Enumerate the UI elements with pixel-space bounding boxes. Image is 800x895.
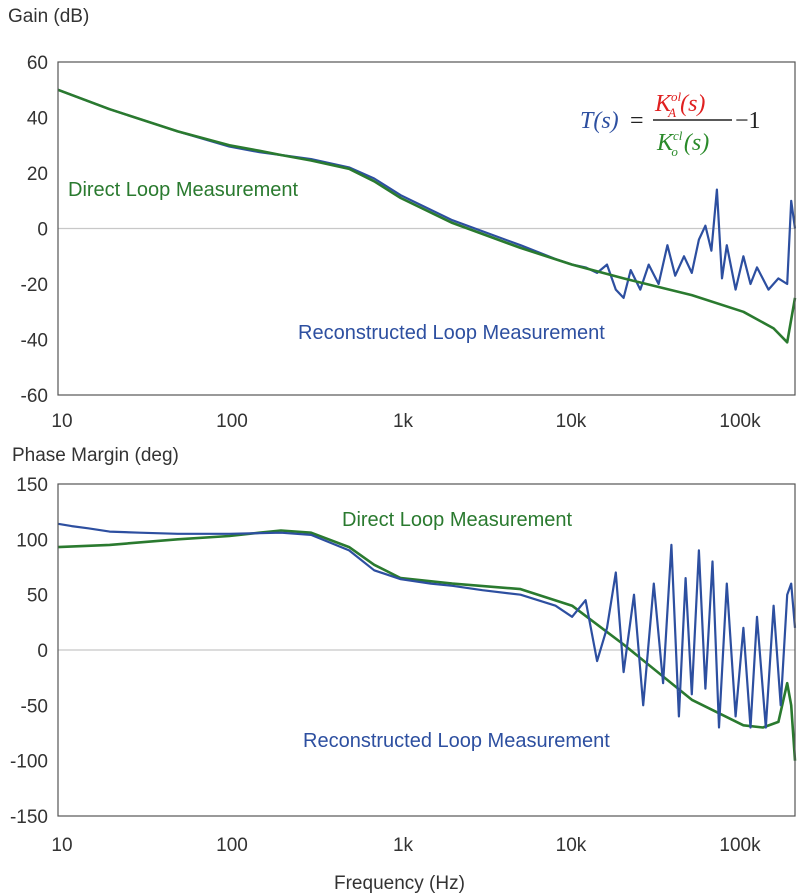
gain-y-tick-label: 20 (27, 164, 48, 185)
phase-y-tick-label: -150 (10, 807, 48, 828)
gain-x-tick-label: 100 (216, 411, 248, 432)
gain-x-tick-label: 10 (51, 411, 72, 432)
gain-y-tick-label: 60 (27, 53, 48, 74)
phase-axis-title: Phase Margin (deg) (12, 445, 179, 466)
gain-y-tick-label: -40 (21, 331, 48, 352)
equation-equals: = (630, 108, 644, 134)
gain-plot-frame (57, 61, 796, 396)
gain-y-tick-label: -60 (21, 386, 48, 407)
gain-y-tick-label: -20 (21, 275, 48, 296)
gain-x-tick-labels: 10 100 1k 10k 100k (51, 411, 761, 432)
phase-x-tick-label: 100k (719, 835, 761, 856)
phase-y-tick-label: -50 (21, 696, 48, 717)
phase-x-tick-label: 10k (556, 835, 587, 856)
phase-reconstructed-annotation: Reconstructed Loop Measurement (303, 730, 610, 752)
phase-x-tick-label: 10 (51, 835, 72, 856)
gain-y-tick-label: 40 (27, 109, 48, 130)
equation-denominator: Kcl o (s) (656, 128, 709, 159)
phase-direct-series-line (57, 529, 797, 761)
gain-direct-annotation: Direct Loop Measurement (68, 179, 299, 201)
phase-y-tick-label: 0 (37, 641, 48, 662)
phase-y-tick-labels: 150 100 50 0 -50 -100 -150 (10, 475, 48, 828)
phase-reconstructed-series-line (57, 522, 797, 729)
gain-axis-title: Gain (dB) (8, 6, 89, 27)
phase-plot-frame (57, 483, 796, 817)
phase-y-tick-label: 50 (27, 586, 48, 607)
phase-series-group (57, 522, 797, 761)
gain-series-group (57, 88, 797, 344)
gain-reconstructed-series-line (57, 88, 797, 299)
phase-direct-annotation: Direct Loop Measurement (342, 509, 573, 531)
phase-y-tick-label: -100 (10, 752, 48, 773)
equation-minus-one: −1 (735, 108, 761, 134)
gain-x-tick-label: 100k (719, 411, 761, 432)
gain-chart: Gain (dB) 60 40 20 0 -20 -40 -60 10 100 1k 10k 100… (8, 6, 797, 432)
gain-x-tick-label: 1k (393, 411, 414, 432)
gain-y-tick-labels: 60 40 20 0 -20 -40 -60 (21, 53, 48, 407)
phase-x-tick-label: 1k (393, 835, 414, 856)
phase-x-tick-labels: 10 100 1k 10k 100k (51, 835, 761, 856)
phase-x-tick-label: 100 (216, 835, 248, 856)
gain-x-tick-label: 10k (556, 411, 587, 432)
equation-lhs: T(s) (580, 108, 619, 134)
phase-y-tick-label: 100 (16, 530, 48, 551)
phase-y-tick-label: 150 (16, 475, 48, 496)
gain-reconstructed-annotation: Reconstructed Loop Measurement (298, 322, 605, 344)
gain-y-tick-label: 0 (37, 220, 48, 241)
loop-gain-equation: T(s) = Kol A (s) Kcl o (s) −1 (580, 89, 761, 159)
gain-direct-series-line (57, 88, 797, 344)
frequency-axis-title: Frequency (Hz) (334, 873, 465, 894)
equation-numerator: Kol A (s) (654, 89, 705, 120)
phase-chart: Phase Margin (deg) 150100500-50-100-150 … (10, 445, 797, 894)
